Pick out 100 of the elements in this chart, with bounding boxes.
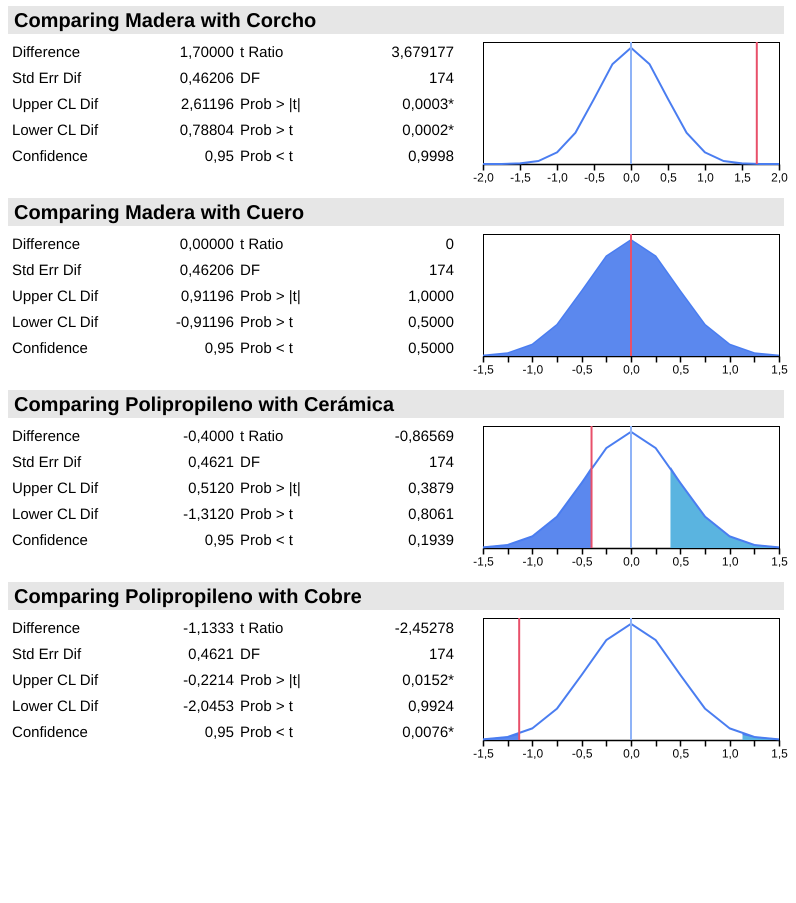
x-tick-label: -1,0 (522, 362, 544, 376)
text: 0,5000 (408, 314, 454, 331)
text: Prob < t (240, 148, 294, 165)
x-tick-label: 0,5 (660, 170, 678, 184)
x-tick-label: 1,5 (771, 362, 788, 376)
x-tick-label: 0,5 (672, 554, 690, 568)
text: Confidence (12, 724, 88, 741)
x-tick-label: 1,0 (722, 554, 739, 568)
x-tick-label: -0,5 (572, 362, 593, 376)
text: 0,9924 (408, 698, 454, 715)
text: Std Err Dif (12, 262, 82, 279)
text: 0,95 (204, 724, 234, 741)
text: 0,95 (204, 532, 234, 549)
text: Upper CL Dif (12, 288, 99, 305)
text: 0,3879 (408, 480, 454, 497)
text: Prob > t (240, 506, 294, 523)
text: 0,46206 (180, 70, 234, 87)
text: Prob < t (240, 340, 294, 357)
x-tick-label: 2,0 (771, 170, 788, 184)
text: 174 (428, 454, 454, 471)
text: 0,0003* (402, 96, 454, 113)
x-tick-label: 1,5 (771, 554, 788, 568)
x-tick-label: 0,0 (623, 746, 640, 760)
text: Std Err Dif (12, 454, 82, 471)
text: t Ratio (240, 236, 284, 253)
text: 0,00000 (180, 236, 234, 253)
text: Confidence (12, 532, 88, 549)
text: 174 (428, 70, 454, 87)
text: 1,70000 (180, 44, 234, 61)
text: Std Err Dif (12, 70, 82, 87)
text: Prob > |t| (240, 672, 301, 689)
text: 0,5000 (408, 340, 454, 357)
x-tick-label: -1,5 (473, 554, 494, 568)
text: Upper CL Dif (12, 96, 99, 113)
text: Upper CL Dif (12, 672, 99, 689)
text: 0,78804 (180, 122, 234, 139)
x-tick-label: -2,0 (473, 170, 494, 184)
text: Lower CL Dif (12, 122, 99, 139)
text: Upper CL Dif (12, 480, 99, 497)
text: t Ratio (240, 44, 284, 61)
x-tick-label: -0,5 (584, 170, 606, 184)
text: Comparing Polipropileno with Cobre (14, 586, 362, 608)
text: DF (240, 70, 260, 87)
text: 0,5120 (188, 480, 234, 497)
text: Difference (12, 44, 80, 61)
x-tick-label: -1,5 (510, 170, 532, 184)
text: -1,1333 (183, 620, 234, 637)
x-tick-label: 0,5 (672, 362, 690, 376)
text: 0,91196 (180, 288, 234, 305)
x-tick-label: 0,0 (623, 362, 640, 376)
text: t Ratio (240, 620, 284, 637)
x-tick-label: -1,0 (522, 746, 544, 760)
text: 0 (446, 236, 454, 253)
text: 0,9998 (408, 148, 454, 165)
text: 0,0002* (402, 122, 454, 139)
x-tick-label: 1,5 (771, 746, 788, 760)
text: Prob > t (240, 122, 294, 139)
text: DF (240, 262, 260, 279)
text: Lower CL Dif (12, 314, 99, 331)
x-tick-label: -1,0 (522, 554, 544, 568)
x-tick-label: -1,5 (473, 746, 494, 760)
text: 0,8061 (408, 506, 454, 523)
x-tick-label: -0,5 (572, 554, 593, 568)
x-tick-label: 0,5 (672, 746, 690, 760)
text: 0,1939 (408, 532, 454, 549)
x-tick-label: -1,5 (473, 362, 494, 376)
text: Prob > |t| (240, 480, 301, 497)
x-tick-label: -0,5 (572, 746, 593, 760)
text: 0,0076* (402, 724, 454, 741)
text: Difference (12, 428, 80, 445)
text: Lower CL Dif (12, 506, 99, 523)
text: 1,0000 (408, 288, 454, 305)
text: 0,95 (204, 340, 234, 357)
text: 0,46206 (180, 262, 234, 279)
text: Prob > t (240, 698, 294, 715)
text: -2,45278 (394, 620, 454, 637)
text: -0,4000 (183, 428, 234, 445)
text: -0,2214 (183, 672, 234, 689)
text: Prob < t (240, 724, 294, 741)
text: Std Err Dif (12, 646, 82, 663)
text: -2,0453 (183, 698, 234, 715)
x-tick-label: 0,0 (623, 170, 640, 184)
text: -0,91196 (176, 314, 234, 331)
text: Prob > |t| (240, 288, 301, 305)
text: 0,95 (204, 148, 234, 165)
text: -0,86569 (394, 428, 454, 445)
text: Lower CL Dif (12, 698, 99, 715)
text: Prob > |t| (240, 96, 301, 113)
text: Prob < t (240, 532, 294, 549)
text: DF (240, 454, 260, 471)
text: Difference (12, 620, 80, 637)
x-tick-label: 1,0 (722, 362, 739, 376)
text: Difference (12, 236, 80, 253)
text: Comparing Madera with Cuero (14, 202, 304, 224)
text: -1,3120 (183, 506, 234, 523)
x-tick-label: -1,0 (547, 170, 568, 184)
text: t Ratio (240, 428, 284, 445)
x-tick-label: 1,5 (734, 170, 752, 184)
text: 0,4621 (188, 454, 234, 471)
text: DF (240, 646, 260, 663)
